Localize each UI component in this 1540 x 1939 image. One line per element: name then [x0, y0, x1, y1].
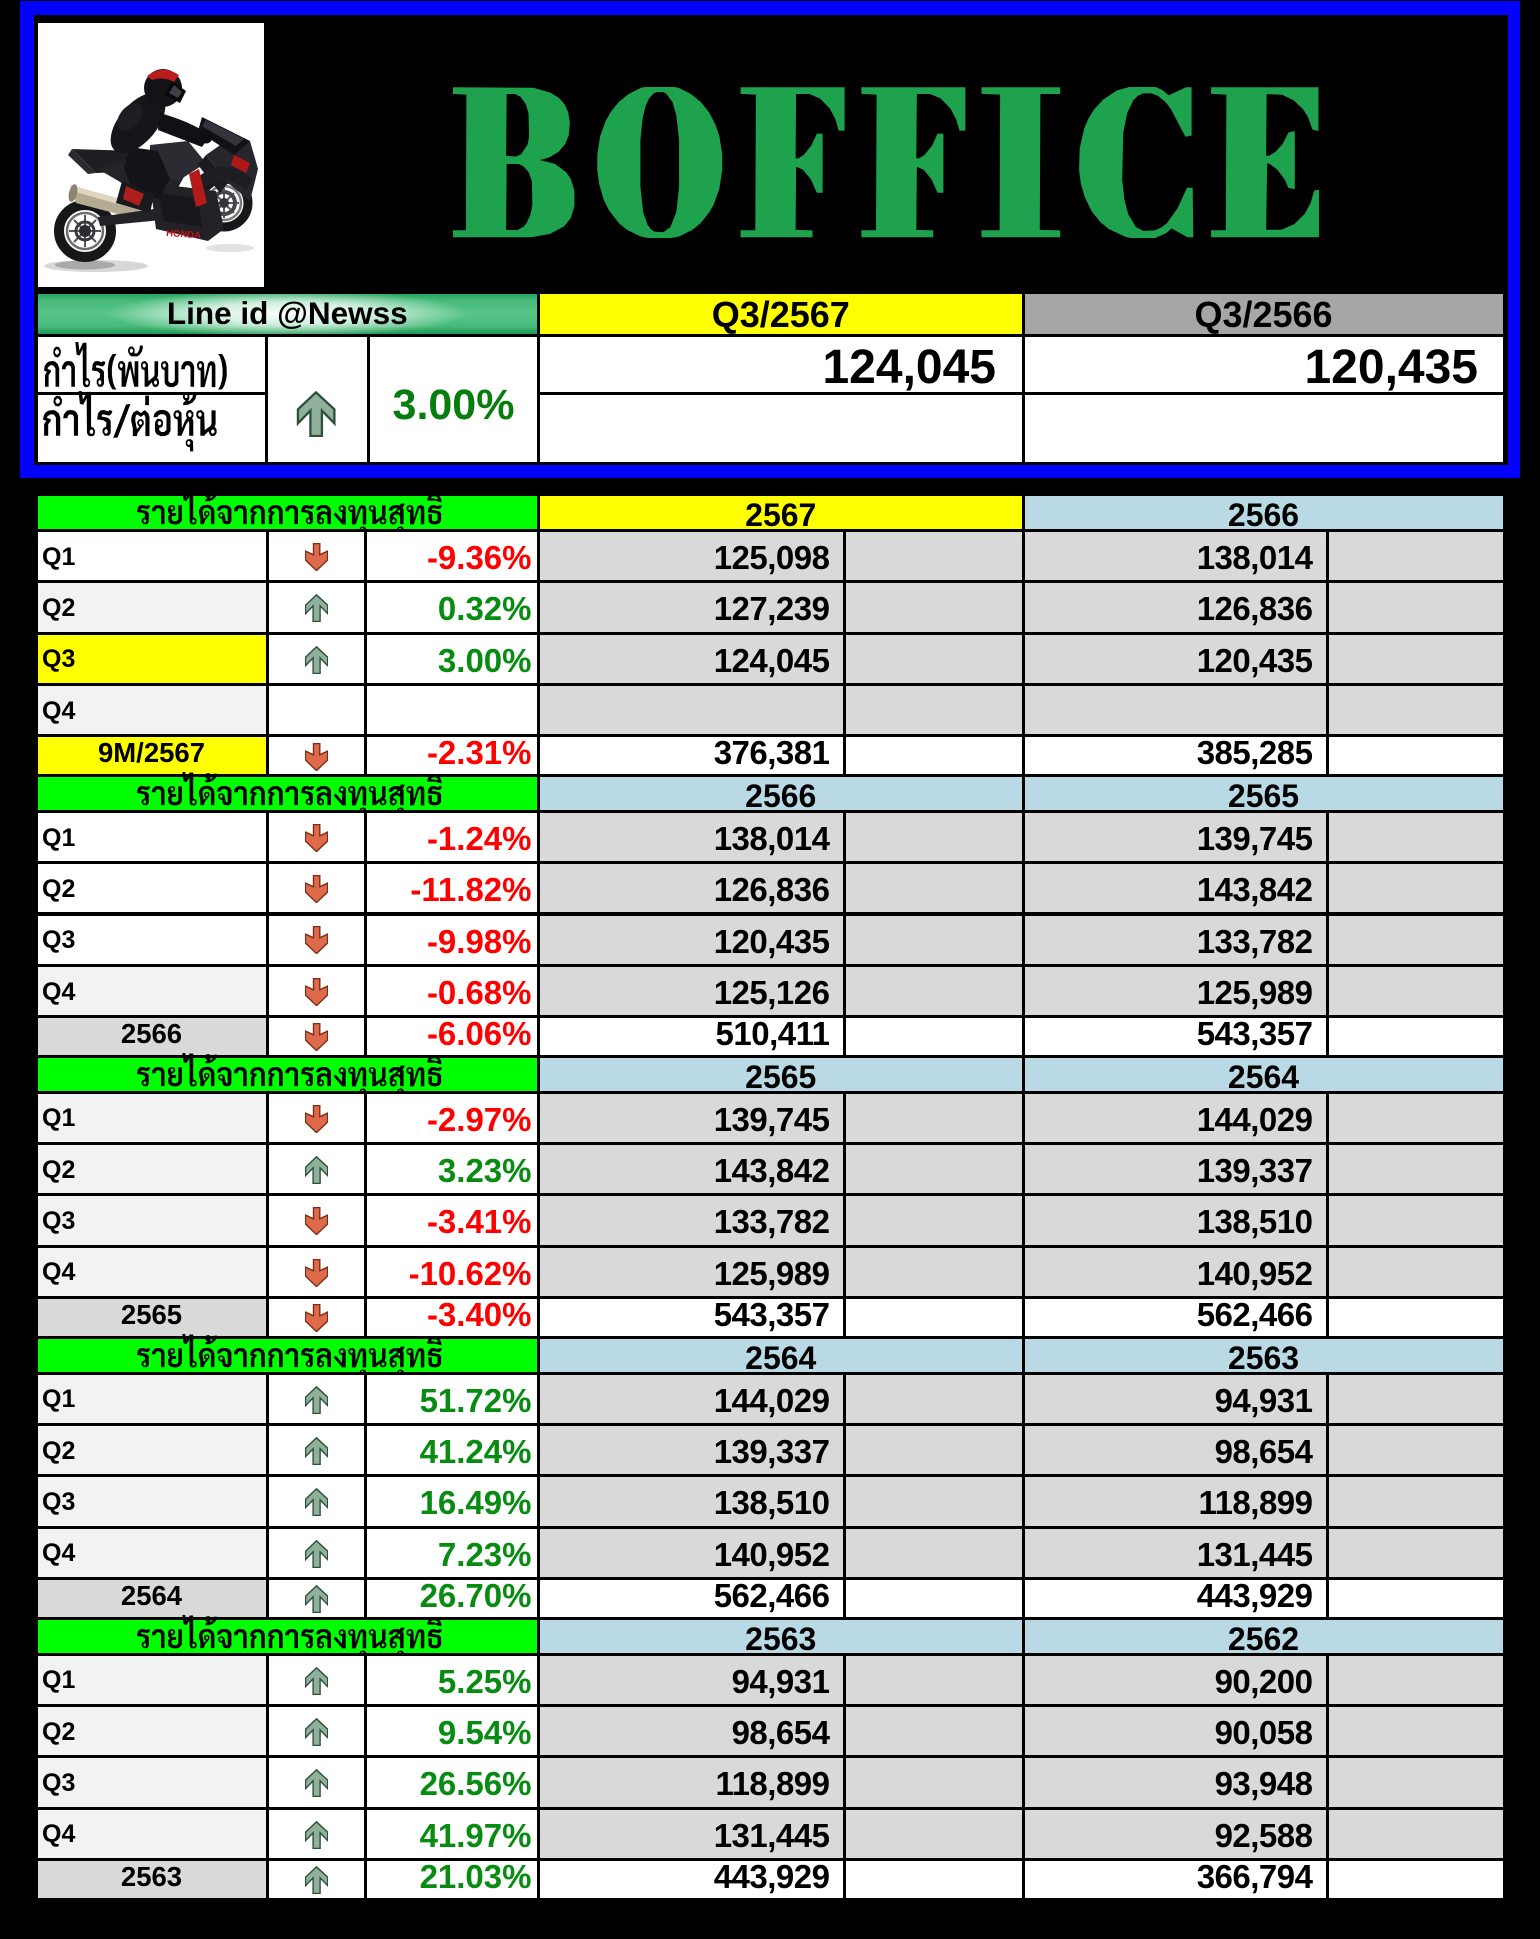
- svg-text:HONDA: HONDA: [166, 228, 202, 241]
